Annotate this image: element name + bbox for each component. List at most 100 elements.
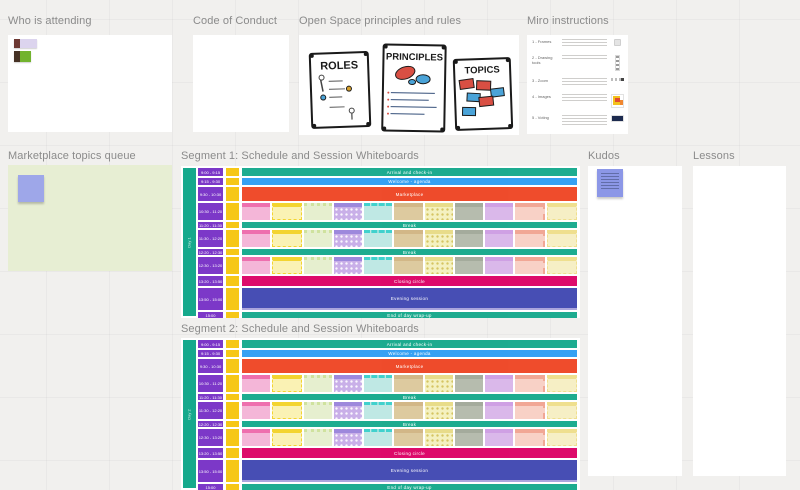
- session-card[interactable]: [334, 203, 362, 220]
- session-card[interactable]: [547, 402, 577, 419]
- session-card[interactable]: [272, 230, 302, 247]
- time-cell[interactable]: 10:30 - 11:20: [198, 375, 223, 392]
- session-card[interactable]: [515, 375, 545, 392]
- frame-title-who[interactable]: Who is attending: [8, 15, 92, 27]
- session-band[interactable]: Arrival and check-in: [242, 168, 577, 176]
- session-card[interactable]: [425, 429, 453, 446]
- session-card[interactable]: [364, 375, 392, 392]
- session-card[interactable]: [334, 375, 362, 392]
- session-card[interactable]: [304, 429, 332, 446]
- session-card[interactable]: [485, 203, 513, 220]
- duration-cell[interactable]: [226, 312, 239, 318]
- duration-cell[interactable]: [226, 429, 239, 446]
- session-card[interactable]: [304, 257, 332, 274]
- duration-cell[interactable]: [226, 288, 239, 310]
- session-card[interactable]: [425, 402, 453, 419]
- session-band[interactable]: Evening session: [242, 288, 577, 310]
- session-card[interactable]: [242, 429, 270, 446]
- instruction-row[interactable]: 4 - Images: [527, 90, 628, 111]
- instruction-row[interactable]: 1 - Frames: [527, 35, 628, 51]
- time-cell[interactable]: 11:30 - 12:20: [198, 230, 223, 247]
- session-card[interactable]: [304, 203, 332, 220]
- duration-cell[interactable]: [226, 230, 239, 247]
- session-band[interactable]: Break: [242, 222, 577, 228]
- session-card[interactable]: [515, 402, 545, 419]
- time-cell[interactable]: 13:50 - 15:00: [198, 460, 223, 482]
- session-card[interactable]: [334, 257, 362, 274]
- session-card[interactable]: [515, 230, 545, 247]
- time-cell[interactable]: 13:20 - 13:50: [198, 448, 223, 458]
- frame-miro-instructions[interactable]: 1 - Frames 2 - Drawing tools 3 - Zoom 4 …: [527, 35, 628, 134]
- session-band[interactable]: Marketplace: [242, 359, 577, 373]
- session-card[interactable]: [364, 429, 392, 446]
- session-card[interactable]: [334, 429, 362, 446]
- session-card[interactable]: [485, 429, 513, 446]
- duration-cell[interactable]: [226, 484, 239, 490]
- session-card[interactable]: [242, 402, 270, 419]
- session-band[interactable]: Arrival and check-in: [242, 340, 577, 348]
- session-card[interactable]: [364, 230, 392, 247]
- time-cell[interactable]: 10:30 - 11:20: [198, 203, 223, 220]
- duration-cell[interactable]: [226, 350, 239, 357]
- session-card[interactable]: [547, 429, 577, 446]
- session-card[interactable]: [272, 429, 302, 446]
- session-card[interactable]: [242, 257, 270, 274]
- miro-canvas[interactable]: { "frames": { "who": { "title": "Who is …: [0, 0, 800, 466]
- session-card[interactable]: [394, 203, 422, 220]
- duration-cell[interactable]: [226, 249, 239, 255]
- time-cell[interactable]: 11:20 - 11:30: [198, 222, 223, 228]
- session-band[interactable]: Break: [242, 249, 577, 255]
- session-card[interactable]: [242, 203, 270, 220]
- duration-cell[interactable]: [226, 222, 239, 228]
- session-card[interactable]: [334, 230, 362, 247]
- time-cell[interactable]: 15:00: [198, 312, 223, 318]
- session-band[interactable]: Welcome - agenda: [242, 350, 577, 357]
- kudos-sticky-note[interactable]: [597, 169, 623, 197]
- session-band[interactable]: Closing circle: [242, 276, 577, 286]
- duration-cell[interactable]: [226, 402, 239, 419]
- time-cell[interactable]: 13:50 - 15:00: [198, 288, 223, 310]
- session-card[interactable]: [394, 230, 422, 247]
- session-band[interactable]: Closing circle: [242, 448, 577, 458]
- session-card[interactable]: [272, 203, 302, 220]
- duration-cell[interactable]: [226, 340, 239, 348]
- open-space-drawing[interactable]: ROLES PRINCIPLES: [299, 35, 519, 135]
- session-card[interactable]: [394, 257, 422, 274]
- session-band[interactable]: End of day wrap-up: [242, 312, 577, 318]
- frame-marketplace-queue[interactable]: [8, 165, 172, 271]
- session-card[interactable]: [304, 375, 332, 392]
- time-cell[interactable]: 9:15 - 9:30: [198, 178, 223, 185]
- session-card[interactable]: [515, 429, 545, 446]
- session-card[interactable]: [547, 230, 577, 247]
- session-card[interactable]: [334, 402, 362, 419]
- session-card[interactable]: [242, 230, 270, 247]
- session-card[interactable]: [547, 257, 577, 274]
- frame-title-open-space[interactable]: Open Space principles and rules: [299, 15, 461, 27]
- session-card[interactable]: [394, 429, 422, 446]
- marketplace-sticky-note[interactable]: [18, 175, 44, 202]
- duration-cell[interactable]: [226, 168, 239, 176]
- session-card[interactable]: [394, 375, 422, 392]
- duration-cell[interactable]: [226, 394, 239, 400]
- frame-title-marketplace[interactable]: Marketplace topics queue: [8, 150, 136, 162]
- attendee-card[interactable]: [14, 39, 37, 48]
- session-card[interactable]: [394, 402, 422, 419]
- session-card[interactable]: [485, 375, 513, 392]
- duration-cell[interactable]: [226, 187, 239, 201]
- session-band[interactable]: Welcome - agenda: [242, 178, 577, 185]
- session-band[interactable]: Break: [242, 394, 577, 400]
- time-cell[interactable]: 12:20 - 12:30: [198, 249, 223, 255]
- session-card[interactable]: [242, 375, 270, 392]
- session-card[interactable]: [455, 257, 483, 274]
- instruction-row[interactable]: 5 - Voting: [527, 111, 628, 129]
- session-card[interactable]: [272, 402, 302, 419]
- session-card[interactable]: [425, 257, 453, 274]
- session-card[interactable]: [515, 203, 545, 220]
- session-band[interactable]: Marketplace: [242, 187, 577, 201]
- time-cell[interactable]: 13:20 - 13:50: [198, 276, 223, 286]
- frame-title-miro[interactable]: Miro instructions: [527, 15, 609, 27]
- session-card[interactable]: [455, 429, 483, 446]
- duration-cell[interactable]: [226, 421, 239, 427]
